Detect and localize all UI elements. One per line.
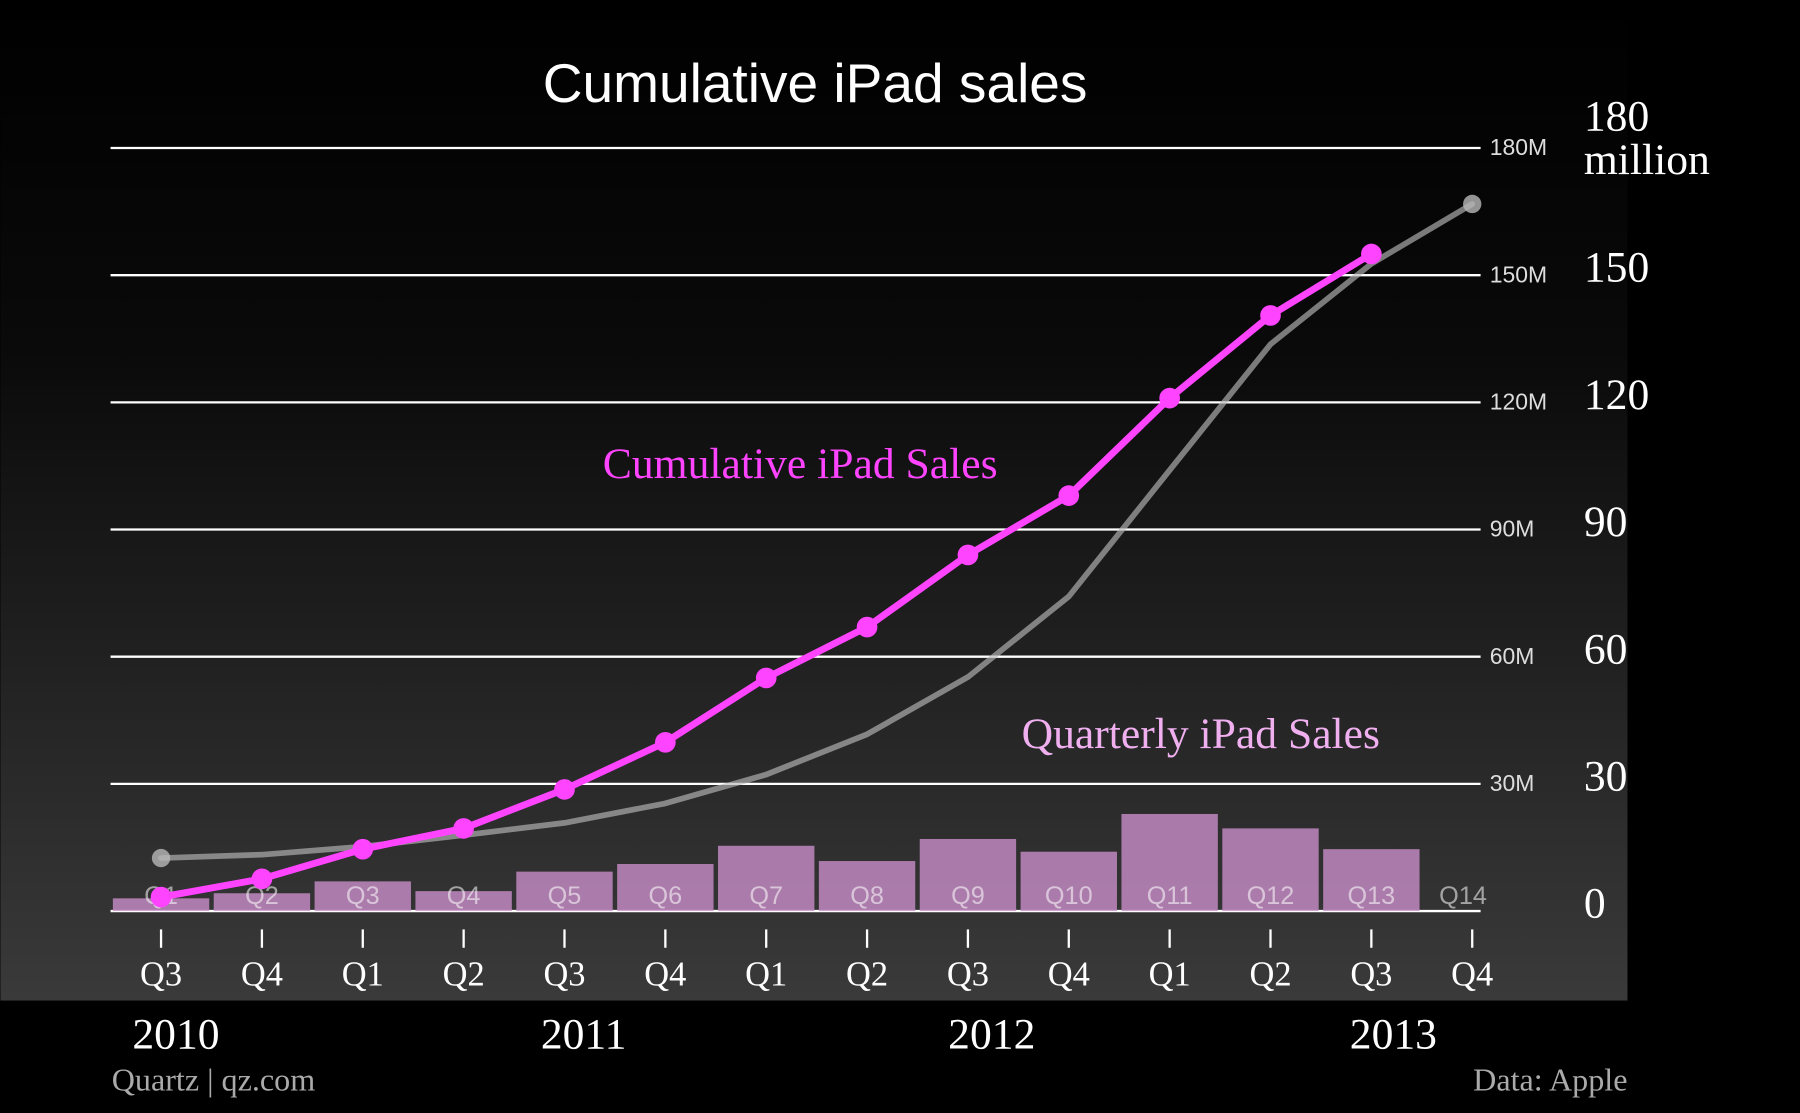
y2-tick-label: 0 xyxy=(1584,880,1606,928)
bar-label: Q3 xyxy=(346,882,380,910)
series-label: Quarterly iPad Sales xyxy=(1022,710,1380,758)
bar xyxy=(415,891,512,912)
x-tick-label: Q3 xyxy=(947,956,989,994)
year-label: 2012 xyxy=(948,1010,1035,1058)
y2-tick-label: 90 xyxy=(1584,498,1628,546)
point xyxy=(1058,485,1080,506)
bar-label: Q4 xyxy=(447,882,481,910)
year-label: 2013 xyxy=(1350,1010,1437,1058)
x-tick-label: Q3 xyxy=(140,956,182,994)
point xyxy=(150,886,172,908)
bar-label: Q6 xyxy=(649,882,683,910)
bar-label: Q7 xyxy=(749,882,783,910)
y2-tick-label: 60 xyxy=(1584,625,1628,673)
year-label: 2011 xyxy=(541,1010,627,1058)
year-label: 2010 xyxy=(132,1010,219,1058)
bar xyxy=(919,838,1017,912)
point xyxy=(453,818,474,839)
x-tick-label: Q3 xyxy=(543,956,585,994)
bar xyxy=(314,881,411,912)
y2-tick-label: 120 xyxy=(1584,371,1649,419)
y-tick-label: 120M xyxy=(1490,389,1547,415)
bar-label: Q11 xyxy=(1147,882,1193,910)
bar-label: Q9 xyxy=(951,882,985,910)
bar-label: Q14 xyxy=(1439,882,1487,910)
bar-label: Q8 xyxy=(850,882,884,910)
series-label: Cumulative iPad Sales xyxy=(603,440,998,488)
point xyxy=(352,838,374,860)
point xyxy=(554,779,575,800)
point xyxy=(251,868,273,890)
point xyxy=(957,544,979,566)
y-tick-label: 150M xyxy=(1490,261,1547,287)
x-tick-label: Q2 xyxy=(1249,956,1291,994)
y2-tick-label: 150 xyxy=(1584,244,1649,292)
x-tick-label: Q1 xyxy=(1149,956,1191,994)
source: Data: Apple xyxy=(1473,1062,1627,1098)
bar xyxy=(516,871,613,912)
bar-label: Q12 xyxy=(1247,882,1295,910)
y-tick-label: 30M xyxy=(1490,770,1535,796)
point xyxy=(151,848,171,868)
x-tick-label: Q4 xyxy=(1451,956,1493,994)
bar xyxy=(617,863,714,912)
y2-tick-label: 180 million xyxy=(1584,92,1710,184)
bar xyxy=(718,845,815,912)
bar xyxy=(1222,828,1319,912)
bar xyxy=(213,893,311,912)
y-tick-label: 60M xyxy=(1490,643,1535,669)
y2-tick-label-line: 180 xyxy=(1584,92,1660,140)
point xyxy=(1159,387,1180,409)
point xyxy=(1260,305,1281,326)
plot-background xyxy=(0,0,1628,1001)
point xyxy=(755,667,777,689)
bar xyxy=(818,861,916,912)
y-tick-label: 180M xyxy=(1490,134,1547,160)
point xyxy=(655,732,676,753)
x-tick-label: Q1 xyxy=(342,956,384,994)
x-tick-label: Q4 xyxy=(241,956,283,994)
x-tick-label: Q2 xyxy=(846,956,888,994)
point xyxy=(856,616,878,638)
point xyxy=(1361,243,1382,265)
x-tick-label: Q3 xyxy=(1350,956,1392,994)
bar-label: Q5 xyxy=(548,882,582,910)
x-tick-label: Q1 xyxy=(745,956,787,994)
bar-label: Q10 xyxy=(1045,882,1093,910)
chart-title: Cumulative iPad sales xyxy=(543,52,1088,114)
x-tick-label: Q4 xyxy=(1048,956,1090,994)
x-tick-label: Q2 xyxy=(443,956,485,994)
bar xyxy=(1121,813,1218,912)
bar xyxy=(1323,849,1420,912)
y2-tick-label: 30 xyxy=(1584,752,1628,800)
bar xyxy=(1020,851,1117,912)
y-tick-label: 90M xyxy=(1490,516,1535,542)
bar-label: Q13 xyxy=(1348,882,1396,910)
point xyxy=(1463,194,1482,214)
y2-tick-label-line: million xyxy=(1584,136,1710,184)
x-tick-label: Q4 xyxy=(644,956,686,994)
source: Quartz | qz.com xyxy=(112,1062,315,1098)
